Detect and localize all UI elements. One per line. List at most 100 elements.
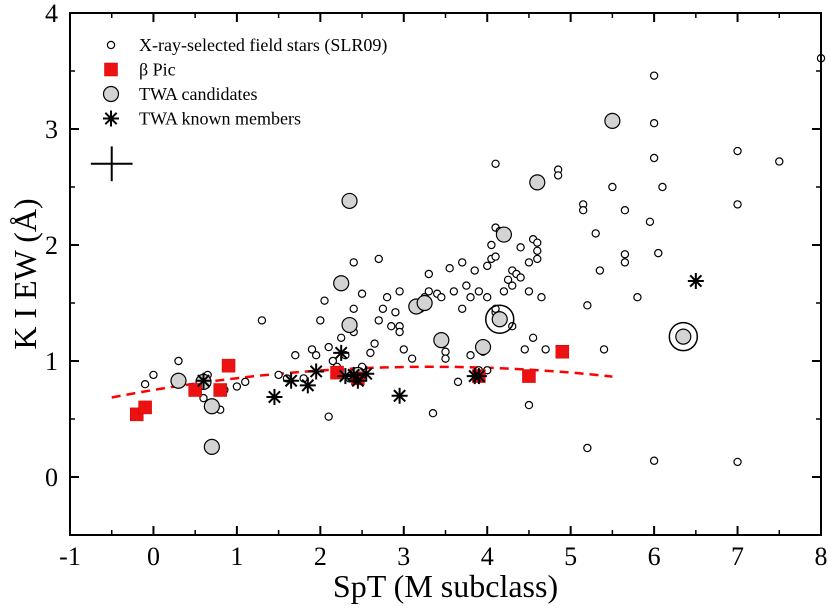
field-star-point: [520, 345, 529, 354]
field-star-point: [366, 348, 375, 358]
field-star-point: [578, 205, 588, 215]
field-star-point: [462, 281, 471, 290]
field-star-point: [620, 250, 630, 259]
field-star-point: [733, 146, 742, 156]
field-star-point: [449, 287, 459, 296]
twa-known-point: [195, 372, 212, 389]
x-tick-label: 3: [397, 542, 410, 571]
twa-known-point: [687, 272, 704, 289]
x-tick-label: 0: [147, 542, 160, 571]
field-star-point: [508, 281, 517, 290]
field-star-point: [428, 409, 438, 418]
field-star-point: [528, 333, 538, 342]
field-star-point: [599, 345, 609, 354]
field-star-point: [491, 159, 500, 168]
beta-pic-point: [213, 383, 227, 397]
legend-label: TWA known members: [139, 109, 301, 129]
field-star-point: [457, 304, 467, 313]
twa-candidate-point: [341, 192, 358, 210]
field-star-point: [324, 342, 333, 352]
field-star-point: [533, 238, 542, 247]
field-star-point: [399, 345, 408, 354]
field-star-point: [424, 269, 434, 279]
field-star-point: [733, 200, 742, 209]
field-star-point: [395, 327, 404, 337]
twa-candidate-point: [474, 338, 492, 356]
field-star-point: [291, 351, 300, 360]
field-star-point: [649, 153, 659, 163]
field-star-point: [316, 316, 325, 325]
twa-candidate-point: [170, 372, 187, 389]
twa-known-point: [299, 377, 316, 394]
field-star-point: [503, 275, 513, 284]
field-star-point: [349, 258, 358, 267]
field-star-point: [775, 157, 784, 166]
field-star-point: [733, 457, 742, 467]
y-tick-label: 0: [45, 463, 58, 492]
y-tick-label: 1: [45, 347, 58, 376]
field-star-point: [174, 356, 183, 366]
highlight-ring: [484, 304, 515, 334]
beta-pic-point: [522, 369, 536, 383]
legend-label: X-ray-selected field stars (SLR09): [139, 35, 387, 56]
twa-known-point: [283, 372, 300, 389]
y-tick-label: 4: [45, 0, 58, 28]
x-tick-label: 6: [648, 542, 661, 571]
twa-candidate-point: [416, 294, 433, 312]
field-star-point: [424, 287, 434, 296]
field-star-point: [649, 71, 659, 80]
field-star-point: [524, 258, 534, 267]
field-star-point: [658, 182, 667, 192]
legend-label: β Pic: [139, 60, 176, 80]
field-star-point: [466, 351, 475, 360]
field-star-point: [232, 382, 242, 391]
field-stars-series: [140, 54, 826, 467]
field-star-point: [407, 354, 417, 363]
field-star-point: [620, 258, 630, 267]
beta-pic-point: [555, 344, 570, 359]
field-star-point: [382, 293, 392, 302]
field-star-point: [524, 287, 534, 296]
twa-candidate-point: [529, 174, 546, 191]
y-axis-title: K I EW (Å): [7, 198, 43, 349]
field-star-point: [441, 354, 450, 363]
legend-beta-pic-marker: [104, 62, 118, 77]
twa-candidate-point: [433, 332, 450, 349]
beta-pic-point: [138, 400, 152, 415]
field-star-point: [140, 380, 150, 389]
field-star-point: [516, 243, 525, 252]
field-star-point: [516, 273, 525, 282]
field-star-point: [470, 266, 479, 275]
field-star-point: [311, 351, 321, 360]
x-tick-label: 1: [230, 542, 243, 571]
field-star-point: [633, 293, 642, 302]
legend-label: TWA candidates: [139, 84, 257, 104]
twa-known-point: [358, 365, 375, 382]
field-star-point: [591, 229, 600, 238]
field-star-point: [533, 254, 542, 264]
highlight-ring: [668, 321, 699, 352]
field-star-point: [320, 296, 329, 305]
twa-candidate-point: [675, 328, 692, 345]
field-star-point: [457, 258, 467, 267]
field-star-point: [378, 304, 388, 313]
legend-twa-known-marker: [103, 110, 119, 127]
field-star-point: [387, 322, 396, 331]
field-star-point: [445, 264, 454, 273]
twa-known-point: [266, 388, 283, 405]
field-star-point: [395, 287, 404, 296]
x-axis-title: SpT (M subclass): [333, 568, 558, 604]
twa-known-point: [470, 368, 487, 385]
field-star-point: [524, 400, 534, 410]
field-star-point: [483, 261, 492, 271]
field-star-point: [374, 316, 383, 325]
field-star-point: [474, 287, 484, 296]
twa-candidate-point: [491, 311, 508, 328]
field-star-point: [649, 456, 659, 465]
field-star-point: [149, 370, 158, 380]
field-star-point: [649, 118, 659, 128]
field-star-point: [307, 345, 317, 354]
twa-known-point: [308, 363, 325, 380]
